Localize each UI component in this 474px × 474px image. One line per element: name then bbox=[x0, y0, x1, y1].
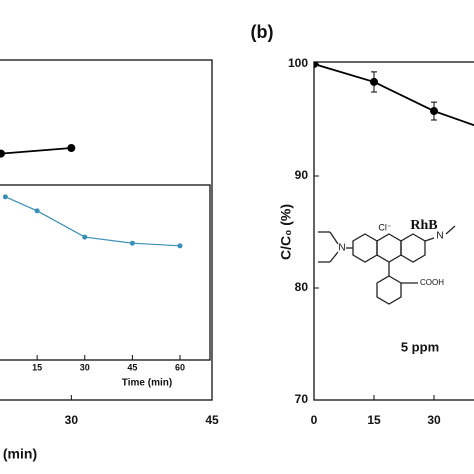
data-point bbox=[177, 243, 183, 249]
plot-area bbox=[314, 62, 474, 127]
x-tick-label: 30 bbox=[80, 362, 90, 372]
plot-area bbox=[2, 194, 183, 249]
annotation: COOH bbox=[420, 278, 444, 287]
data-point bbox=[67, 144, 76, 152]
x-tick-label: 60 bbox=[175, 362, 185, 372]
x-axis-label: Time (min) bbox=[122, 378, 172, 389]
y-tick-label: 70 bbox=[295, 392, 309, 406]
x-tick-label: 0 bbox=[311, 413, 318, 427]
data-point bbox=[82, 234, 88, 240]
panel-label: (b) bbox=[251, 22, 274, 42]
data-point bbox=[34, 208, 40, 214]
data-point bbox=[2, 194, 8, 200]
data-line bbox=[314, 63, 474, 127]
y-axis-label: C/C₀ (%) bbox=[278, 204, 294, 260]
data-point bbox=[0, 149, 5, 158]
annotation: Cl⁻ bbox=[378, 222, 391, 232]
data-point bbox=[430, 107, 438, 116]
annotation: RhB bbox=[410, 218, 437, 233]
x-tick-label: 30 bbox=[427, 413, 441, 427]
plot-frame bbox=[313, 61, 474, 401]
data-line bbox=[0, 147, 72, 155]
plot-frame bbox=[0, 184, 211, 361]
plot-area bbox=[0, 144, 76, 158]
annotation: N bbox=[338, 243, 345, 254]
data-point bbox=[314, 62, 318, 68]
x-tick-label: 45 bbox=[205, 413, 219, 427]
x-tick-label: 45 bbox=[127, 362, 137, 372]
y-tick-label: 80 bbox=[295, 280, 309, 294]
x-tick-label: 30 bbox=[65, 413, 79, 427]
annotation: N bbox=[436, 231, 443, 242]
annotation: 5 ppm bbox=[401, 339, 439, 354]
rhb-structure bbox=[318, 225, 456, 305]
x-tick-label: 15 bbox=[32, 362, 42, 372]
data-point bbox=[370, 77, 378, 86]
data-point bbox=[129, 240, 135, 246]
x-tick-label: 15 bbox=[367, 413, 381, 427]
y-tick-label: 90 bbox=[295, 168, 309, 182]
x-axis-label: (min) bbox=[3, 446, 37, 462]
y-tick-label: 100 bbox=[288, 56, 308, 70]
